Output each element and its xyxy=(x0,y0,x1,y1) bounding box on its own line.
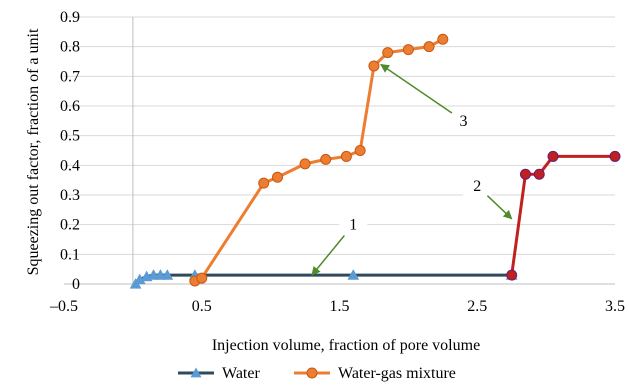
data-point xyxy=(382,47,394,59)
x-tick-label: 0.5 xyxy=(192,298,212,315)
series-0 xyxy=(129,269,518,289)
y-tick-label: 0.7 xyxy=(60,68,80,85)
data-point xyxy=(320,153,332,165)
annotations: 1 2 3 xyxy=(311,63,513,276)
legend-marker xyxy=(306,367,318,379)
x-tick-label: 3.5 xyxy=(605,298,625,315)
data-point xyxy=(196,272,208,284)
x-tick-label: 1.5 xyxy=(330,298,350,315)
y-tick-label: 0.8 xyxy=(60,39,80,56)
y-tick-label: 0.2 xyxy=(60,217,80,234)
data-point xyxy=(272,171,284,183)
annotation-box xyxy=(339,210,368,239)
x-tick-label: 2.5 xyxy=(467,298,487,315)
y-tick-label: 0.4 xyxy=(60,157,80,174)
plot-series xyxy=(129,33,621,289)
data-point xyxy=(609,150,621,162)
data-point xyxy=(506,269,518,281)
annotation-label: 3 xyxy=(459,113,467,130)
y-axis-title: Squeezing out factor, fraction of a unit xyxy=(25,28,42,275)
annotation-label: 2 xyxy=(473,178,481,195)
y-tick-label: 0.6 xyxy=(60,98,80,115)
data-point xyxy=(423,41,435,53)
y-tick-label: 0.3 xyxy=(60,187,80,204)
data-point xyxy=(437,33,449,45)
annotation-arrow xyxy=(486,195,513,220)
y-tick-label: 0.1 xyxy=(60,246,80,263)
axes xyxy=(64,17,615,285)
x-axis-title: Injection volume, fraction of pore volum… xyxy=(212,337,480,354)
x-tick-label: –0.5 xyxy=(49,298,78,315)
data-point xyxy=(519,168,531,180)
legend: Water Water-gas mixture xyxy=(178,365,456,382)
annotation-box xyxy=(449,106,478,135)
y-tick-label: 0 xyxy=(72,276,80,293)
annotation-arrow xyxy=(380,63,453,114)
series-2 xyxy=(506,150,621,281)
legend-label: Water xyxy=(222,365,260,382)
data-point xyxy=(340,150,352,162)
data-point xyxy=(533,168,545,180)
data-point xyxy=(368,60,380,72)
legend-marker xyxy=(190,367,202,378)
data-point xyxy=(258,177,270,189)
gridlines xyxy=(64,16,615,255)
series-1 xyxy=(189,33,449,287)
series-line xyxy=(194,37,444,283)
y-tick-label: 0.9 xyxy=(60,9,80,26)
data-point xyxy=(347,269,360,280)
annotation-label: 1 xyxy=(349,217,357,234)
tick-labels: 0 0.1 0.2 0.3 0.4 0.5 0.6 0.7 0.8 0.9 –0.5 0.5 1.5 2.… xyxy=(49,9,625,315)
annotation-arrow xyxy=(311,235,345,276)
y-tick-label: 0.5 xyxy=(60,128,80,145)
data-point xyxy=(547,150,559,162)
data-point xyxy=(354,145,366,156)
legend-label: Water-gas mixture xyxy=(338,365,456,382)
annotation-box xyxy=(463,172,492,201)
data-point xyxy=(299,158,311,170)
data-point xyxy=(161,269,174,280)
data-point xyxy=(402,44,414,56)
